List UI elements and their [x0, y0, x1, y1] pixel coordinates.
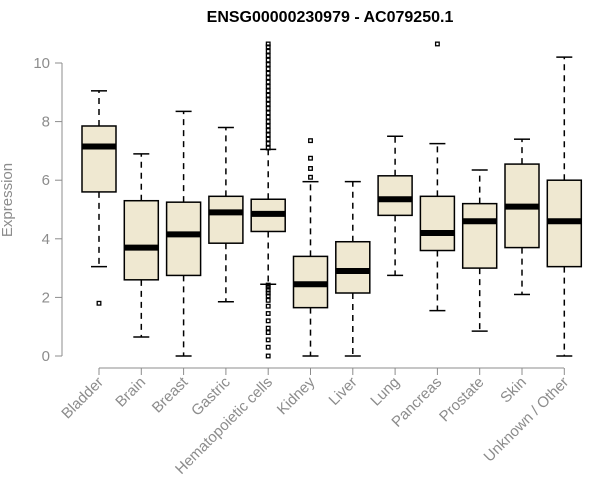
outlier-point [265, 145, 271, 151]
outlier-point [265, 75, 271, 81]
outlier-point [265, 48, 271, 54]
y-tick-label: 2 [42, 289, 50, 306]
outlier-point [96, 300, 102, 306]
box-kidney [292, 138, 329, 357]
box-bladder [81, 90, 117, 306]
y-tick-label: 4 [42, 231, 50, 248]
x-tick-label: Lung [367, 374, 403, 410]
outlier-point [265, 119, 271, 125]
x-tick-label: Breast [149, 373, 192, 416]
y-tick-label: 0 [42, 348, 50, 365]
outlier-point [265, 344, 271, 350]
box-hematopoietic-cells [250, 41, 286, 359]
box-prostate [461, 169, 498, 332]
x-tick-label: Bladder [58, 374, 107, 423]
outlier-point [265, 57, 271, 63]
outlier-point [308, 138, 313, 144]
outlier-point [265, 79, 271, 85]
outlier-point [265, 114, 271, 120]
outlier-point [265, 53, 271, 59]
outlier-point [265, 303, 271, 309]
outlier-point [265, 330, 271, 336]
outlier-point [265, 141, 271, 147]
outlier-point [265, 110, 271, 116]
iqr-box [335, 240, 371, 294]
outlier-point [265, 318, 271, 324]
box-lung [377, 135, 413, 277]
outlier-point [308, 174, 313, 180]
outlier-point [265, 325, 271, 331]
box-gastric [208, 126, 244, 303]
x-tick-label: Skin [497, 374, 530, 407]
iqr-box [123, 199, 160, 281]
box-skin [504, 138, 540, 296]
iqr-box [208, 195, 244, 244]
outlier-point [265, 353, 271, 359]
y-tick-label: 6 [42, 172, 50, 189]
iqr-box [165, 201, 202, 277]
iqr-box [419, 195, 456, 252]
iqr-box [81, 125, 117, 193]
outlier-point [308, 166, 313, 171]
box-brain [123, 153, 160, 338]
outlier-point [265, 66, 271, 72]
outlier-point [265, 136, 271, 142]
box-breast [165, 110, 202, 357]
y-tick-label: 10 [33, 55, 50, 72]
y-tick-label: 8 [42, 114, 50, 131]
outlier-point [265, 88, 271, 94]
x-tick-label: Brain [112, 374, 149, 411]
outlier-point [265, 101, 271, 107]
outlier-point [265, 70, 271, 76]
box-series [81, 41, 583, 359]
outlier-point [265, 287, 271, 293]
outlier-point [265, 132, 271, 138]
x-tick-label: Liver [326, 374, 361, 409]
outlier-point [265, 97, 271, 103]
outlier-point [265, 282, 271, 288]
iqr-box [377, 175, 413, 217]
outlier-point [434, 41, 440, 47]
outlier-point [265, 337, 271, 343]
box-liver [335, 180, 371, 357]
x-tick-label: Kidney [274, 373, 319, 418]
outlier-point [265, 293, 271, 299]
box-pancreas [419, 41, 456, 312]
iqr-box [461, 202, 498, 269]
outlier-point [265, 92, 271, 98]
outlier-point [265, 41, 271, 47]
outlier-point [265, 44, 271, 50]
outlier-point [265, 297, 271, 303]
outlier-point [265, 83, 271, 89]
x-tick-label: Prostate [436, 374, 488, 426]
outlier-point [265, 127, 271, 133]
outlier-point [265, 311, 271, 316]
outlier-point [265, 290, 271, 296]
y-axis-label: Expression [0, 163, 16, 237]
outlier-point [265, 123, 271, 129]
y-axis-ticks: 0 2 4 6 8 10 [33, 55, 62, 365]
box-unknown-other [546, 56, 583, 357]
chart-title: ENSG00000230979 - AC079250.1 [207, 9, 454, 26]
outlier-point [308, 155, 313, 161]
outlier-point [265, 62, 271, 67]
outlier-point [265, 105, 271, 111]
